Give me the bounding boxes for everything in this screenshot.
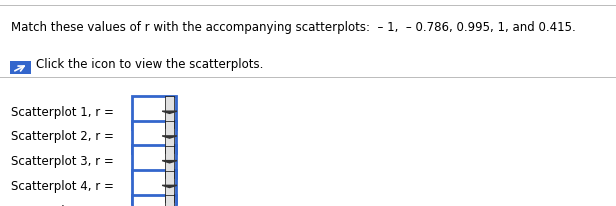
Polygon shape (162, 161, 177, 163)
Text: Click the icon to view the scatterplots.: Click the icon to view the scatterplots. (36, 58, 263, 71)
Text: Scatterplot 5, r =: Scatterplot 5, r = (11, 205, 114, 206)
Text: Scatterplot 1, r =: Scatterplot 1, r = (11, 106, 114, 119)
Bar (165, 121, 174, 153)
Text: Scatterplot 3, r =: Scatterplot 3, r = (11, 155, 114, 168)
Polygon shape (162, 185, 177, 187)
Bar (165, 96, 174, 128)
Polygon shape (162, 111, 177, 113)
Bar (132, 195, 176, 206)
Bar (132, 145, 176, 178)
Bar (132, 121, 176, 153)
Bar (132, 96, 176, 129)
Bar (132, 170, 176, 203)
Bar (165, 146, 174, 178)
Polygon shape (162, 136, 177, 138)
Text: Scatterplot 2, r =: Scatterplot 2, r = (11, 130, 114, 144)
FancyBboxPatch shape (10, 61, 31, 74)
Text: Match these values of r with the accompanying scatterplots:  – 1,  – 0.786, 0.99: Match these values of r with the accompa… (11, 21, 576, 34)
Bar (165, 195, 174, 206)
Text: Scatterplot 4, r =: Scatterplot 4, r = (11, 180, 114, 193)
Bar (165, 171, 174, 202)
